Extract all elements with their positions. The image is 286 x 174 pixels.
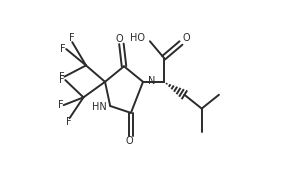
Text: F: F bbox=[66, 117, 72, 127]
Text: O: O bbox=[116, 34, 124, 44]
Text: O: O bbox=[125, 136, 133, 146]
Text: F: F bbox=[59, 72, 64, 82]
Text: F: F bbox=[59, 75, 65, 85]
Text: F: F bbox=[58, 100, 63, 110]
Text: N: N bbox=[148, 76, 155, 86]
Text: F: F bbox=[60, 44, 66, 54]
Text: HO: HO bbox=[130, 33, 145, 43]
Text: O: O bbox=[183, 33, 190, 43]
Text: F: F bbox=[69, 33, 74, 43]
Text: HN: HN bbox=[92, 102, 106, 112]
